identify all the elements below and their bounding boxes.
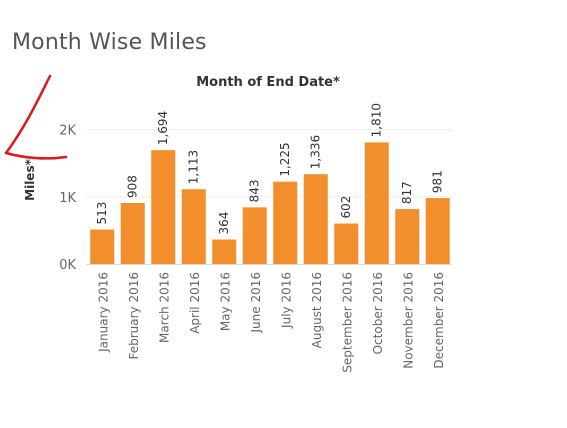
x-tick-label: September 2016 (340, 272, 354, 373)
bar-value-label: 817 (400, 181, 414, 204)
x-tick-label: January 2016 (96, 272, 110, 353)
bar-value-label: 1,225 (278, 142, 292, 176)
x-tick-label: April 2016 (188, 272, 202, 334)
x-tick-label: December 2016 (432, 272, 446, 369)
x-tick-label: June 2016 (249, 272, 263, 334)
x-tick-label: February 2016 (127, 272, 141, 360)
x-axis-ticks: January 2016 February 2016 March 2016 April… (96, 272, 446, 373)
bar (90, 230, 114, 264)
bar-value-label: 602 (339, 196, 353, 219)
bar (273, 182, 297, 264)
bar (212, 240, 236, 264)
y-axis-title: Miles* (23, 158, 37, 200)
x-tick-label: November 2016 (401, 272, 415, 369)
bar-value-label: 843 (248, 179, 262, 202)
bar-value-label: 908 (126, 175, 140, 198)
x-tick-label: March 2016 (157, 272, 171, 343)
bar (426, 198, 450, 264)
chart-title: Month of End Date* (196, 75, 340, 90)
bar-value-label: 513 (95, 202, 109, 225)
y-tick-label: 2K (59, 124, 76, 139)
bar (395, 209, 419, 264)
bar-value-label: 1,810 (370, 103, 384, 137)
bar-value-label: 1,113 (187, 150, 201, 184)
bar (304, 174, 328, 264)
bar (121, 203, 145, 264)
bar (365, 142, 389, 264)
bar-value-label: 981 (431, 170, 445, 193)
bar (151, 150, 175, 264)
y-axis-ticks: 0K 1K 2K (59, 124, 76, 273)
bar (334, 224, 358, 264)
red-arrow-annotation (6, 76, 66, 158)
bar-value-label: 1,694 (156, 111, 170, 145)
x-tick-label: May 2016 (218, 272, 232, 331)
x-tick-label: August 2016 (310, 272, 324, 348)
bar (182, 189, 206, 264)
bar-value-label: 1,336 (309, 135, 323, 169)
x-tick-label: July 2016 (279, 272, 293, 329)
bar-value-label: 364 (217, 212, 231, 235)
x-tick-label: October 2016 (371, 272, 385, 354)
y-tick-label: 0K (59, 258, 76, 273)
bar-value-labels: 513 908 1,694 1,113 364 843 1,225 1,336 602 1,810… (95, 103, 445, 235)
bar (243, 207, 267, 264)
y-tick-label: 1K (59, 191, 76, 206)
bars (90, 142, 450, 264)
